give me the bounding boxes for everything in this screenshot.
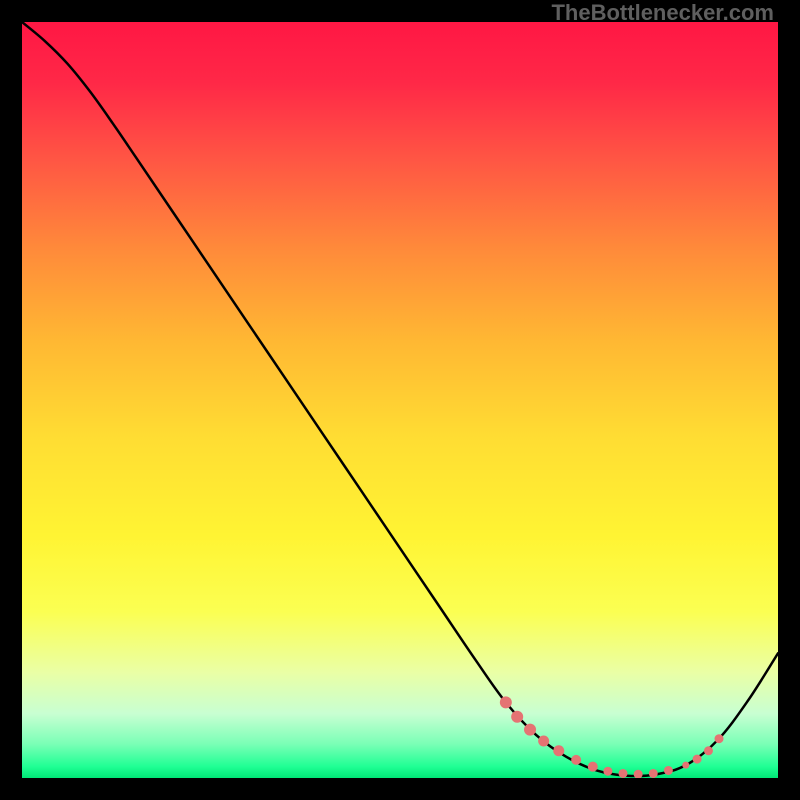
watermark-text: TheBottlenecker.com [551,0,774,26]
data-point-marker [682,762,689,769]
data-point-marker [588,762,598,772]
data-point-marker [500,696,512,708]
data-point-marker [664,766,673,775]
data-point-marker [603,767,612,776]
data-point-marker [511,711,523,723]
chart-background [22,22,778,778]
data-point-marker [649,769,658,778]
data-point-marker [571,755,581,765]
data-point-marker [553,745,564,756]
data-point-marker [538,735,549,746]
data-point-marker [693,755,702,764]
chart-area [22,22,778,778]
data-point-marker [524,724,536,736]
data-point-marker [715,734,724,743]
data-point-marker [619,769,628,778]
chart-frame: TheBottlenecker.com [0,0,800,800]
data-point-marker [704,746,713,755]
chart-svg [22,22,778,778]
